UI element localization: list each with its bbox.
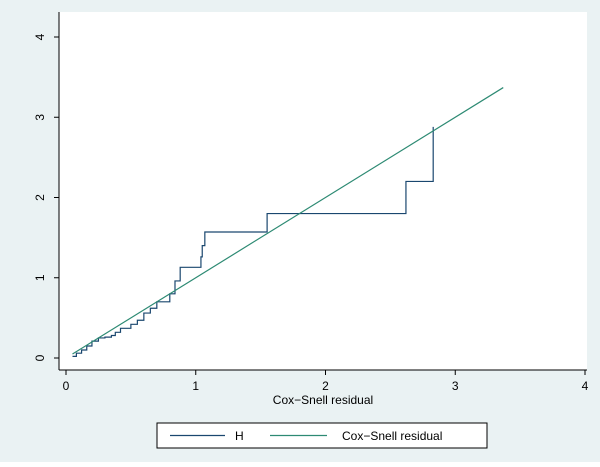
x-tick-label: 1 <box>192 379 199 393</box>
y-axis-ticks: 0 1 2 3 4 <box>33 33 59 361</box>
y-tick-label: 4 <box>33 33 47 40</box>
legend-label-h: H <box>235 429 244 443</box>
x-tick-label: 2 <box>322 379 329 393</box>
y-tick-label: 1 <box>33 274 47 281</box>
x-axis-ticks: 0 1 2 3 4 <box>63 370 589 393</box>
x-tick-label: 0 <box>63 379 70 393</box>
y-tick-label: 0 <box>33 354 47 361</box>
x-tick-label: 4 <box>582 379 589 393</box>
x-axis-label: Cox−Snell residual <box>273 393 373 407</box>
series-layer <box>72 87 504 357</box>
legend-label-cox-snell: Cox−Snell residual <box>342 429 442 443</box>
series-cox-snell-line <box>72 87 504 355</box>
x-tick-label: 3 <box>452 379 459 393</box>
y-tick-label: 3 <box>33 114 47 121</box>
plot-area <box>59 12 587 370</box>
legend: H Cox−Snell residual <box>156 422 488 449</box>
y-tick-label: 2 <box>33 194 47 201</box>
